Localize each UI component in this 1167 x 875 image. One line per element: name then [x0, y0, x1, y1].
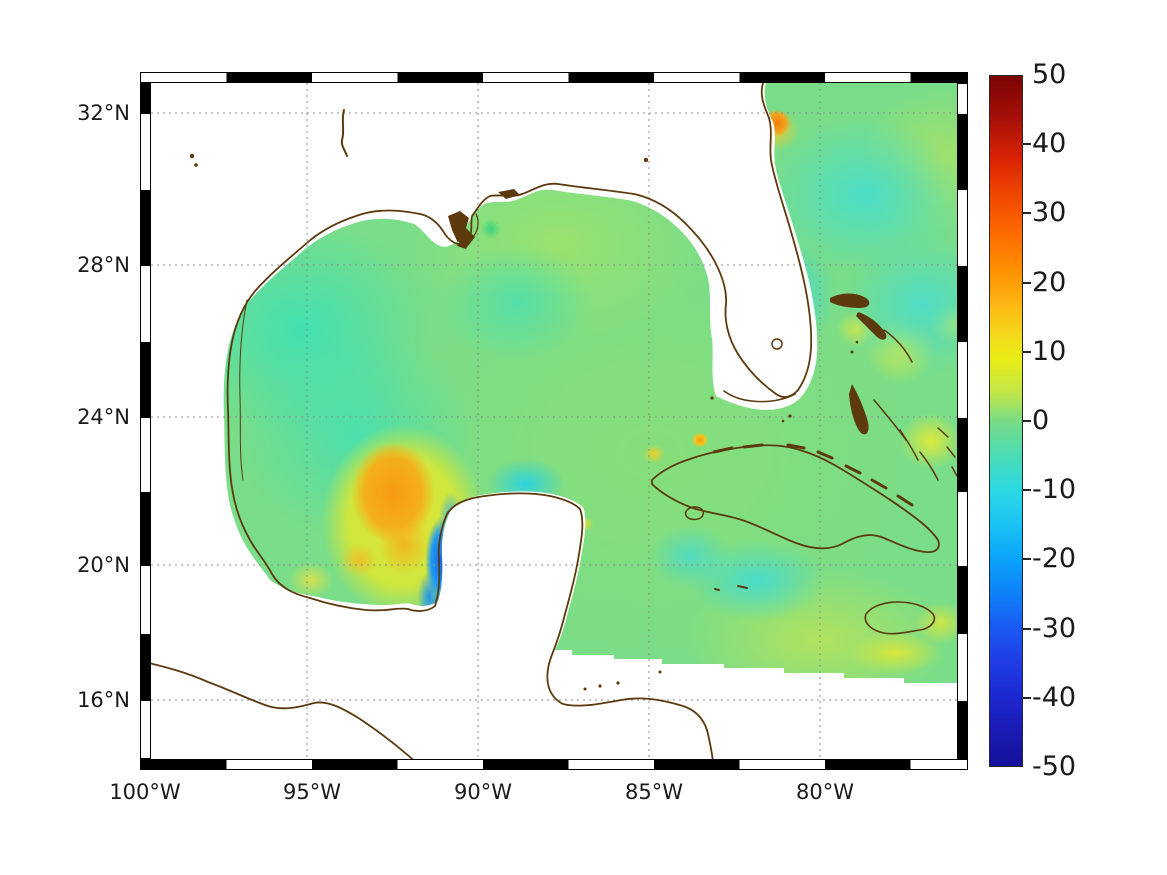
isla-juventud	[684, 506, 705, 521]
colorbar-tick-40	[1022, 143, 1031, 145]
bahamas-grand-bahama	[830, 293, 870, 308]
colorbar-tick-10	[1022, 351, 1031, 353]
map-frame-bottom	[140, 759, 968, 770]
map-frame-right	[957, 83, 968, 759]
florida-keys	[723, 390, 796, 403]
bahamas-andros	[849, 384, 869, 435]
cay-sal-dot-2	[781, 419, 785, 423]
bahama-cay-dot-1	[850, 350, 854, 354]
cay-sal-dot-1	[788, 414, 792, 418]
mississippi-delta	[448, 211, 475, 246]
coastline-north-america	[226, 82, 813, 770]
colorbar-tick-30	[1022, 212, 1031, 214]
x-tick-label-90w: 90°W	[454, 780, 512, 804]
colorbar-label-minus30: -30	[1032, 613, 1077, 644]
colorbar-tick-0	[1022, 420, 1031, 422]
colorbar-tick-minus20	[1022, 558, 1031, 560]
colorbar-label-minus50: -50	[1032, 751, 1077, 782]
cuba-outline	[651, 444, 940, 553]
bahama-cay-dot-2	[855, 340, 859, 344]
y-tick-label-24n: 24°N	[77, 405, 130, 429]
bahamas-long-island	[919, 451, 939, 481]
map-frame-top	[140, 72, 968, 83]
coastline-pacific-mexico	[140, 660, 428, 770]
bahamas-abaco	[856, 312, 887, 340]
panhandle-lake-dot	[643, 157, 649, 163]
map-overlay-svg	[140, 82, 958, 770]
bay-islands-dot-1	[598, 684, 602, 688]
bahamas-eleuthera	[883, 329, 913, 363]
colorbar-label-30: 30	[1032, 197, 1067, 228]
y-tick-label-28n: 28°N	[77, 253, 130, 277]
bay-islands-dot-3	[583, 687, 587, 691]
map-frame-left	[140, 83, 151, 759]
colorbar-label-minus20: -20	[1032, 543, 1077, 574]
chandeleur-islands	[471, 213, 479, 239]
colorbar-tick-20	[1022, 282, 1031, 284]
colorbar-label-50: 50	[1032, 59, 1067, 90]
colorbar-gradient	[989, 75, 1023, 767]
colorbar-label-0: 0	[1032, 405, 1050, 436]
bahamas-crooked-acklins	[937, 427, 958, 477]
colorbar-label-minus10: -10	[1032, 474, 1077, 505]
y-tick-label-32n: 32°N	[77, 101, 130, 125]
texas-lake-dot-1	[189, 153, 195, 159]
colorbar-label-10: 10	[1032, 336, 1067, 367]
colorbar-tick-minus10	[1022, 489, 1031, 491]
colorbar-label-40: 40	[1032, 128, 1067, 159]
y-tick-label-16n: 16°N	[77, 688, 130, 712]
colorbar-label-20: 20	[1032, 267, 1067, 298]
colorbar-label-minus40: -40	[1032, 682, 1077, 713]
cayman-islands	[714, 585, 748, 591]
toledo-bend-river	[340, 109, 348, 157]
x-tick-label-100w: 100°W	[109, 780, 181, 804]
lake-okeechobee	[771, 338, 783, 350]
x-tick-label-80w: 80°W	[796, 780, 854, 804]
texas-lagoon-barrier	[239, 299, 248, 481]
mississippi-sound-islands	[498, 189, 520, 199]
y-tick-label-20n: 20°N	[77, 553, 130, 577]
x-tick-label-85w: 85°W	[625, 780, 683, 804]
land-no-data-mask	[151, 83, 957, 759]
cuba-north-keys	[712, 443, 914, 507]
bay-islands-dot-2	[616, 681, 620, 685]
texas-lake-dot-2	[194, 163, 198, 167]
bahamas-exuma-chain	[873, 399, 919, 461]
dry-tortugas-dot	[710, 396, 714, 400]
swan-island-dot	[658, 670, 662, 674]
jamaica-outline	[864, 601, 936, 635]
colorbar-tick-minus30	[1022, 628, 1031, 630]
x-tick-label-95w: 95°W	[283, 780, 341, 804]
delta-west-blob	[457, 238, 470, 249]
colorbar-tick-minus40	[1022, 697, 1031, 699]
